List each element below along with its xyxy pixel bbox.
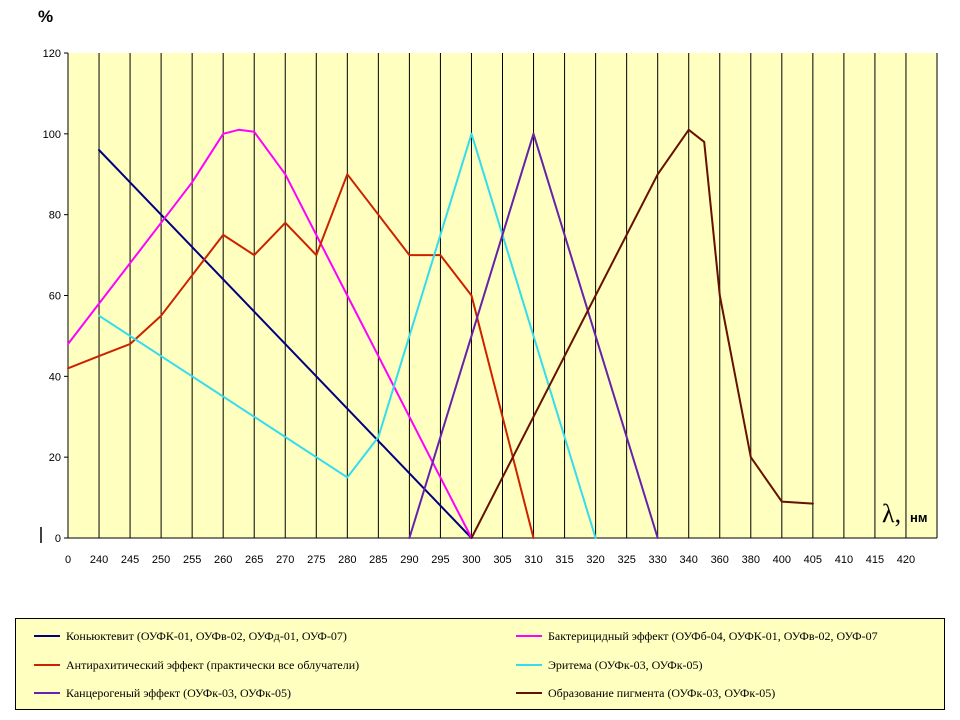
x-tick-label: 250 (152, 554, 170, 566)
x-tick-label: 280 (338, 554, 356, 566)
series-line-2 (67, 128, 473, 539)
x-tick-label: 0 (65, 554, 71, 566)
legend-label: Образование пигмента (ОУФк-03, ОУФк-05) (548, 685, 776, 700)
x-tick-label: 405 (804, 554, 822, 566)
x-tick-label: 270 (276, 554, 294, 566)
legend-item: Образование пигмента (ОУФк-03, ОУФк-05) (516, 683, 775, 703)
x-tick-label: 255 (183, 554, 201, 566)
y-tick-label: 60 (49, 291, 61, 303)
x-tick-label: 290 (400, 554, 418, 566)
x-tick-label: 315 (555, 554, 573, 566)
x-tick-label: 330 (648, 554, 666, 566)
legend-swatch (516, 635, 542, 637)
legend-label: Канцерогеный эффект (ОУФк-03, ОУФк-05) (66, 685, 291, 700)
legend-label: Эритема (ОУФк-03, ОУФк-05) (548, 657, 703, 672)
legend-item: Бактерицидный эффект (ОУФб-04, ОУФК-01, … (516, 626, 878, 646)
y-tick-label: 0 (55, 533, 61, 545)
legend-item: Эритема (ОУФк-03, ОУФк-05) (516, 655, 703, 675)
tick-labels: 0 20 40 60 80 100 120 0 240 245 250 255 260 265 270 275… (43, 48, 916, 566)
legend-swatch (34, 635, 60, 637)
x-tick-label: 300 (462, 554, 480, 566)
legend-item: Канцерогеный эффект (ОУФк-03, ОУФк-05) (34, 683, 291, 703)
legend: Коньюктевит (ОУФК-01, ОУФв-02, ОУФд-01, … (15, 618, 945, 710)
x-tick-label: 295 (431, 554, 449, 566)
x-tick-label: 415 (866, 554, 884, 566)
legend-label: Антирахитический эффект (практически все… (66, 657, 360, 672)
x-tick-label: 305 (493, 554, 511, 566)
x-tick-label: 310 (524, 554, 542, 566)
x-tick-label: 265 (245, 554, 263, 566)
series-line-4 (98, 132, 597, 539)
y-tick-label: 120 (43, 48, 61, 60)
x-axis-label-unit: нм (910, 510, 927, 525)
legend-swatch (34, 692, 60, 694)
x-tick-label: 340 (680, 554, 698, 566)
x-tick-label: 260 (214, 554, 232, 566)
x-tick-label: 240 (90, 554, 108, 566)
series-line-5 (408, 132, 659, 539)
y-tick-label: 40 (49, 371, 61, 383)
series-line-3 (67, 173, 535, 539)
legend-label: Коньюктевит (ОУФК-01, ОУФв-02, ОУФд-01, … (66, 628, 347, 643)
legend-swatch (34, 664, 60, 666)
legend-item: Антирахитический эффект (практически все… (34, 655, 359, 675)
legend-label: Бактерицидный эффект (ОУФб-04, ОУФК-01, … (548, 628, 878, 643)
line-chart: 0 20 40 60 80 100 120 0 240 245 250 255 260 265 270 275… (38, 7, 938, 566)
grid-lines (98, 53, 938, 538)
y-axis-label: % (38, 7, 53, 26)
x-tick-label: 325 (617, 554, 635, 566)
series-line-1 (98, 149, 473, 539)
y-tick-label: 100 (43, 129, 61, 141)
x-axis-label-symbol: λ, (882, 499, 901, 528)
x-tick-label: 275 (307, 554, 325, 566)
x-tick-label: 380 (742, 554, 760, 566)
x-tick-label: 245 (121, 554, 139, 566)
legend-swatch (516, 692, 542, 694)
series-lines (67, 128, 814, 539)
series-line-6 (470, 128, 814, 539)
y-tick-label: 80 (49, 210, 61, 222)
x-tick-label: 320 (586, 554, 604, 566)
x-tick-label: 420 (897, 554, 915, 566)
x-tick-label: 285 (369, 554, 387, 566)
y-tick-label: 20 (49, 452, 61, 464)
x-tick-label: 410 (835, 554, 853, 566)
legend-swatch (516, 664, 542, 666)
x-tick-label: 360 (711, 554, 729, 566)
x-tick-label: 400 (773, 554, 791, 566)
legend-item: Коньюктевит (ОУФК-01, ОУФв-02, ОУФд-01, … (34, 626, 347, 646)
